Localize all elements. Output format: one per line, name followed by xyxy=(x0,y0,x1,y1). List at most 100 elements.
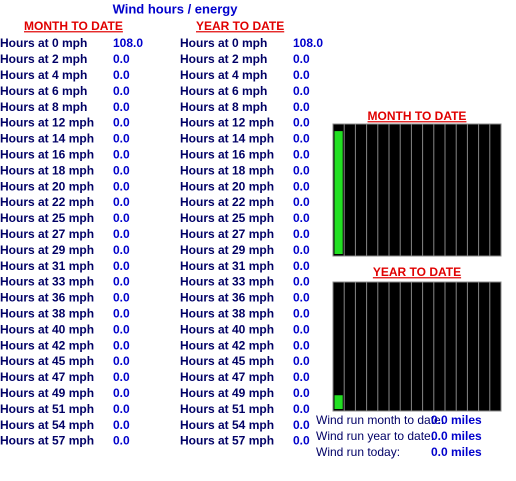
row-value: 0.0 xyxy=(113,68,130,82)
row-value: 0.0 xyxy=(293,52,310,66)
row-label: Hours at 40 mph xyxy=(0,322,94,336)
graph-title: MONTH TO DATE xyxy=(368,109,467,123)
wind-run-label: Wind run month to date: xyxy=(316,413,444,427)
row-label: Hours at 33 mph xyxy=(180,275,274,289)
row-label: Hours at 25 mph xyxy=(180,211,274,225)
row-value: 0.0 xyxy=(293,275,310,289)
row-value: 0.0 xyxy=(113,227,130,241)
row-value: 0.0 xyxy=(293,306,310,320)
row-value: 0.0 xyxy=(113,322,130,336)
graph-box xyxy=(332,281,502,412)
row-value: 0.0 xyxy=(113,338,130,352)
page-title: Wind hours / energy xyxy=(113,1,239,16)
graph-box xyxy=(332,123,502,257)
row-value: 0.0 xyxy=(113,275,130,289)
row-label: Hours at 42 mph xyxy=(180,338,274,352)
row-label: Hours at 22 mph xyxy=(0,195,94,209)
row-value: 0.0 xyxy=(293,132,310,146)
row-label: Hours at 33 mph xyxy=(0,275,94,289)
row-label: Hours at 57 mph xyxy=(180,434,274,448)
row-label: Hours at 25 mph xyxy=(0,211,94,225)
row-value: 0.0 xyxy=(293,211,310,225)
row-label: Hours at 54 mph xyxy=(0,418,94,432)
wind-run-value: 0.0 miles xyxy=(431,429,482,443)
row-value: 0.0 xyxy=(293,370,310,384)
row-value: 0.0 xyxy=(293,354,310,368)
month-heading: MONTH TO DATE xyxy=(24,19,123,33)
row-value: 0.0 xyxy=(113,100,130,114)
row-value: 0.0 xyxy=(113,418,130,432)
row-label: Hours at 6 mph xyxy=(180,84,267,98)
row-label: Hours at 45 mph xyxy=(0,354,94,368)
row-value: 0.0 xyxy=(293,179,310,193)
bar xyxy=(334,131,343,254)
row-value: 0.0 xyxy=(113,195,130,209)
row-value: 108.0 xyxy=(293,36,323,50)
row-value: 0.0 xyxy=(113,116,130,130)
graph-title: YEAR TO DATE xyxy=(373,265,461,279)
row-value: 0.0 xyxy=(293,68,310,82)
row-value: 0.0 xyxy=(293,402,310,416)
row-value: 0.0 xyxy=(113,291,130,305)
row-value: 0.0 xyxy=(293,147,310,161)
row-label: Hours at 57 mph xyxy=(0,434,94,448)
row-label: Hours at 4 mph xyxy=(0,68,87,82)
row-label: Hours at 0 mph xyxy=(180,36,267,50)
row-label: Hours at 47 mph xyxy=(0,370,94,384)
row-label: Hours at 20 mph xyxy=(0,179,94,193)
row-value: 0.0 xyxy=(293,322,310,336)
row-label: Hours at 16 mph xyxy=(0,147,94,161)
row-value: 0.0 xyxy=(293,434,310,448)
row-label: Hours at 38 mph xyxy=(0,306,94,320)
row-label: Hours at 18 mph xyxy=(180,163,274,177)
row-value: 0.0 xyxy=(113,147,130,161)
row-label: Hours at 49 mph xyxy=(0,386,94,400)
wind-run-value: 0.0 miles xyxy=(431,413,482,427)
row-value: 0.0 xyxy=(293,227,310,241)
row-value: 0.0 xyxy=(293,84,310,98)
row-value: 0.0 xyxy=(113,84,130,98)
row-value: 0.0 xyxy=(113,52,130,66)
row-value: 0.0 xyxy=(113,434,130,448)
row-value: 0.0 xyxy=(293,418,310,432)
row-value: 0.0 xyxy=(113,370,130,384)
row-value: 0.0 xyxy=(113,259,130,273)
row-label: Hours at 38 mph xyxy=(180,306,274,320)
row-label: Hours at 14 mph xyxy=(180,132,274,146)
row-label: Hours at 47 mph xyxy=(180,370,274,384)
row-value: 0.0 xyxy=(293,259,310,273)
bar xyxy=(334,395,343,409)
row-value: 0.0 xyxy=(293,338,310,352)
wind-run-label: Wind run today: xyxy=(316,445,400,459)
row-label: Hours at 36 mph xyxy=(0,291,94,305)
row-label: Hours at 27 mph xyxy=(0,227,94,241)
row-value: 0.0 xyxy=(293,243,310,257)
row-value: 0.0 xyxy=(113,402,130,416)
row-label: Hours at 49 mph xyxy=(180,386,274,400)
row-label: Hours at 18 mph xyxy=(0,163,94,177)
row-value: 0.0 xyxy=(113,243,130,257)
row-label: Hours at 14 mph xyxy=(0,132,94,146)
row-value: 0.0 xyxy=(113,354,130,368)
row-label: Hours at 27 mph xyxy=(180,227,274,241)
row-label: Hours at 4 mph xyxy=(180,68,267,82)
row-label: Hours at 8 mph xyxy=(180,100,267,114)
row-label: Hours at 16 mph xyxy=(180,147,274,161)
row-label: Hours at 31 mph xyxy=(0,259,94,273)
row-value: 0.0 xyxy=(113,163,130,177)
wind-run-label: Wind run year to date: xyxy=(316,429,434,443)
row-label: Hours at 12 mph xyxy=(180,116,274,130)
row-label: Hours at 2 mph xyxy=(180,52,267,66)
row-label: Hours at 54 mph xyxy=(180,418,274,432)
row-value: 0.0 xyxy=(293,116,310,130)
row-value: 0.0 xyxy=(293,291,310,305)
row-value: 0.0 xyxy=(113,132,130,146)
row-label: Hours at 22 mph xyxy=(180,195,274,209)
row-value: 0.0 xyxy=(293,100,310,114)
row-value: 108.0 xyxy=(113,36,143,50)
row-value: 0.0 xyxy=(293,195,310,209)
row-label: Hours at 29 mph xyxy=(180,243,274,257)
row-label: Hours at 20 mph xyxy=(180,179,274,193)
row-label: Hours at 51 mph xyxy=(0,402,94,416)
row-label: Hours at 36 mph xyxy=(180,291,274,305)
